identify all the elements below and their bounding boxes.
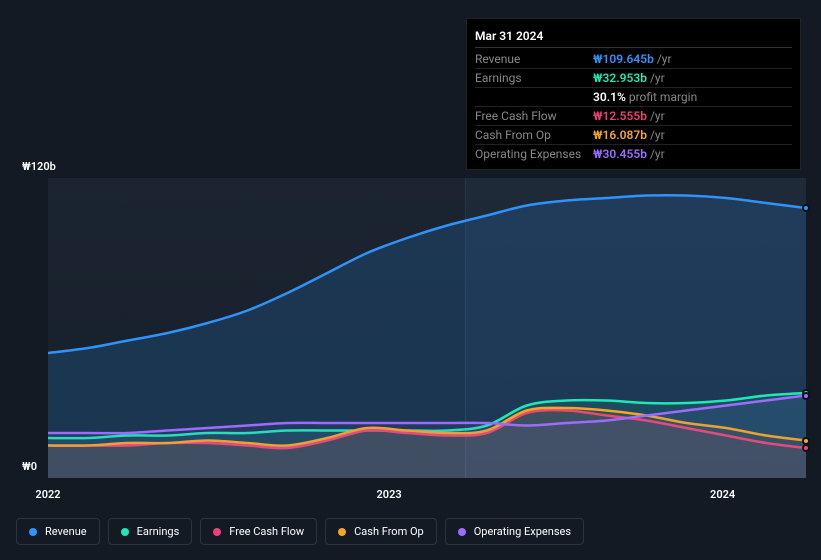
- legend-dot-icon: [458, 528, 466, 536]
- tooltip-row-value: ₩30.455b/yr: [593, 147, 792, 161]
- series-end-dot-revenue: [802, 204, 810, 212]
- tooltip-row: Free Cash Flow₩12.555b/yr: [475, 107, 792, 126]
- legend-dot-icon: [338, 528, 346, 536]
- legend-item-fcf[interactable]: Free Cash Flow: [200, 518, 317, 545]
- tooltip-row-value: ₩12.555b/yr: [593, 109, 792, 123]
- chart-tooltip: Mar 31 2024 Revenue₩109.645b/yrEarnings₩…: [466, 18, 801, 170]
- y-axis-max-label: ₩120b: [22, 160, 56, 173]
- tooltip-row-label: Cash From Op: [475, 128, 593, 142]
- tooltip-row-label: Earnings: [475, 71, 593, 85]
- tooltip-row: Operating Expenses₩30.455b/yr: [475, 145, 792, 163]
- legend-item-label: Cash From Op: [354, 525, 424, 538]
- tooltip-row-value: ₩32.953b/yr: [593, 71, 792, 85]
- x-axis-label: 2022: [35, 488, 60, 501]
- series-end-dot-cfo: [802, 437, 810, 445]
- legend-item-label: Free Cash Flow: [229, 525, 304, 538]
- legend-item-revenue[interactable]: Revenue: [16, 518, 100, 545]
- legend-item-opex[interactable]: Operating Expenses: [445, 518, 584, 545]
- series-end-dot-fcf: [802, 444, 810, 452]
- legend-item-earnings[interactable]: Earnings: [108, 518, 193, 545]
- chart-plot-area[interactable]: [48, 178, 806, 478]
- tooltip-row-label: Free Cash Flow: [475, 109, 593, 123]
- tooltip-row-value: ₩16.087b/yr: [593, 128, 792, 142]
- legend-item-label: Earnings: [137, 525, 180, 538]
- legend-dot-icon: [29, 528, 37, 536]
- x-axis-label: 2023: [377, 488, 402, 501]
- chart-legend: Revenue Earnings Free Cash Flow Cash From O…: [16, 518, 584, 545]
- legend-dot-icon: [213, 528, 221, 536]
- legend-item-label: Revenue: [45, 525, 87, 538]
- legend-dot-icon: [121, 528, 129, 536]
- x-axis-label: 2024: [710, 488, 735, 501]
- legend-item-label: Operating Expenses: [474, 525, 571, 538]
- series-end-dot-opex: [802, 392, 810, 400]
- tooltip-row-value: 30.1%profit margin: [593, 90, 792, 104]
- chart-svg: [48, 178, 806, 478]
- tooltip-row-label: Revenue: [475, 52, 593, 66]
- tooltip-row: 30.1%profit margin: [475, 88, 792, 107]
- tooltip-row: Earnings₩32.953b/yr: [475, 69, 792, 88]
- y-axis-min-label: ₩0: [22, 460, 37, 473]
- tooltip-row: Revenue₩109.645b/yr: [475, 50, 792, 69]
- tooltip-row: Cash From Op₩16.087b/yr: [475, 126, 792, 145]
- legend-item-cfo[interactable]: Cash From Op: [325, 518, 437, 545]
- tooltip-date: Mar 31 2024: [475, 25, 792, 48]
- tooltip-row-label: [475, 90, 593, 104]
- tooltip-row-label: Operating Expenses: [475, 147, 593, 161]
- tooltip-row-value: ₩109.645b/yr: [593, 52, 792, 66]
